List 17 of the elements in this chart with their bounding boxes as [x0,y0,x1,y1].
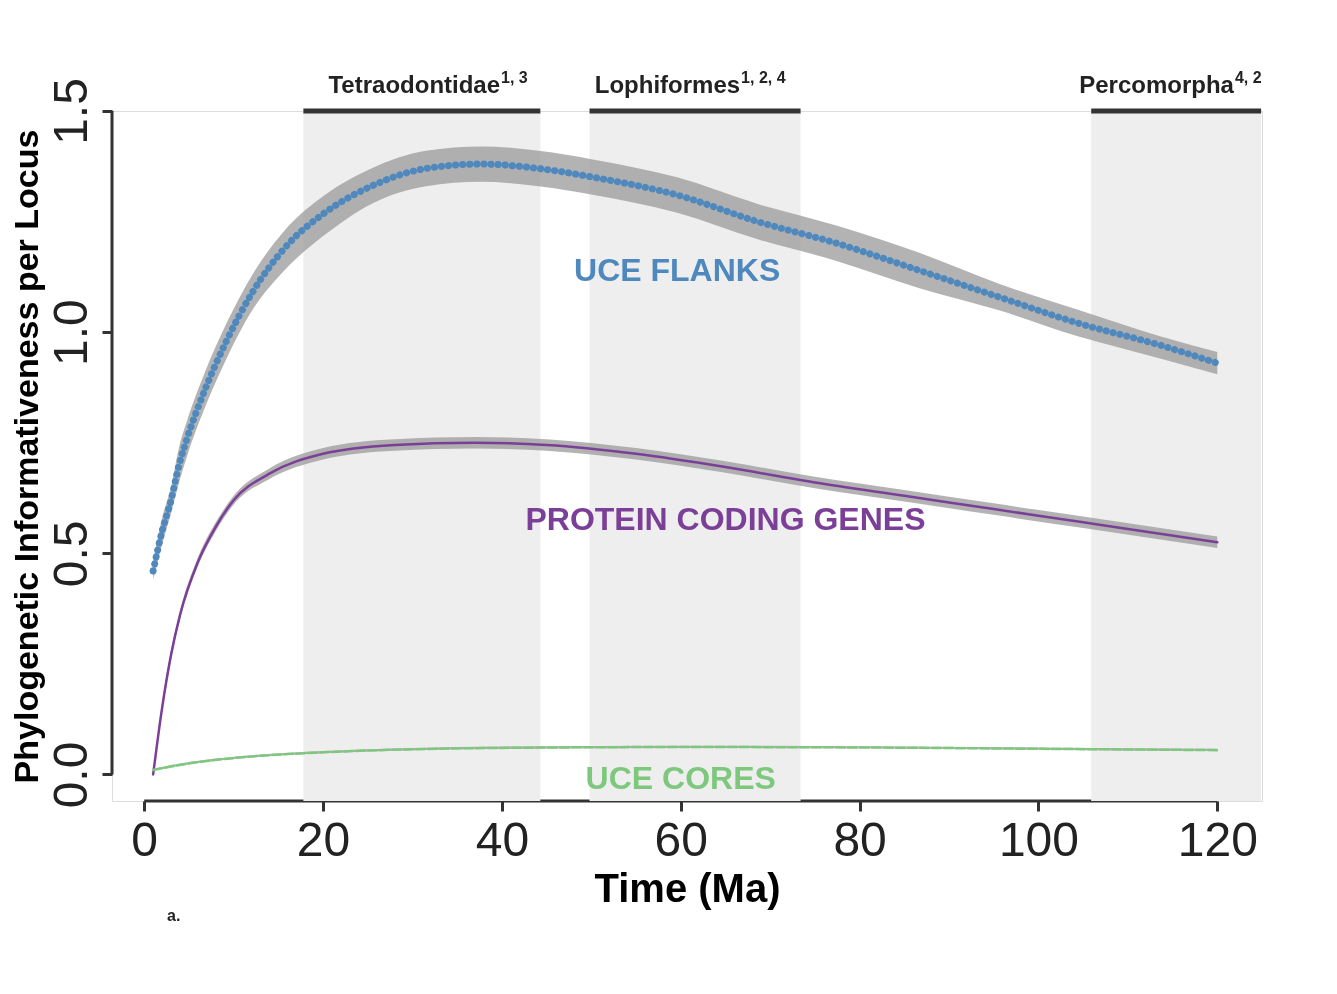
series-label: PROTEIN CODING GENES [525,501,926,538]
text: a. [167,907,181,924]
x-axis-title: Time (Ma) [594,865,781,910]
y-axis-title: Phylogenetic Informativeness per Locus [6,129,45,784]
y-tick-label: 1.5 [43,78,97,145]
x-tick-label: 100 [998,812,1079,866]
y-tick-label: 0.5 [43,520,97,588]
series-label: UCE CORES [585,760,776,797]
x-tick-label: 80 [833,812,887,866]
x-tick-label: 120 [1177,812,1258,866]
y-tick-label: 1.0 [43,299,97,367]
x-tick-label: 0 [131,812,159,866]
y-tick-label: 0.0 [43,741,97,809]
x-tick-label: 60 [654,812,708,866]
series-label: UCE FLANKS [574,252,781,289]
x-tick-label: 20 [296,812,351,866]
x-tick-label: 40 [475,812,530,866]
